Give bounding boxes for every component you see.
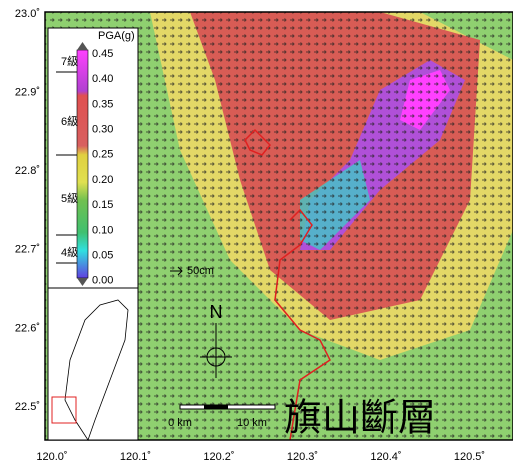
lon-label: 120.4˚ bbox=[370, 451, 401, 463]
colorbar bbox=[76, 49, 89, 279]
intensity-label: 5級 bbox=[61, 192, 78, 205]
north-label: N bbox=[210, 302, 223, 322]
lat-label: 22.9˚ bbox=[15, 87, 40, 99]
lat-label: 22.8˚ bbox=[15, 165, 40, 177]
scale-bar-seg bbox=[204, 405, 228, 409]
lon-label: 120.1˚ bbox=[120, 451, 151, 463]
lat-label: 22.5˚ bbox=[15, 401, 40, 413]
legend-box bbox=[47, 27, 139, 289]
colorbar-tick: 0.45 bbox=[92, 48, 113, 60]
intensity-label: 4級 bbox=[61, 246, 78, 259]
colorbar-tick: 0.15 bbox=[92, 199, 113, 211]
map-frame bbox=[44, 11, 513, 441]
lon-label: 120.5˚ bbox=[454, 451, 485, 463]
lon-label: 120.0˚ bbox=[36, 451, 67, 463]
lat-label: 22.7˚ bbox=[15, 244, 40, 256]
north-arrow bbox=[200, 323, 232, 378]
lon-label: 120.3˚ bbox=[287, 451, 318, 463]
legend-title: PGA(g) bbox=[98, 30, 135, 42]
scale-label: 10 km bbox=[237, 417, 267, 429]
colorbar-tick: 0.00 bbox=[92, 275, 113, 287]
colorbar-tick: 0.35 bbox=[92, 98, 113, 110]
lon-label: 120.2˚ bbox=[203, 451, 234, 463]
intensity-label: 7級 bbox=[61, 55, 78, 68]
map-title: 旗山斷層 bbox=[284, 396, 436, 440]
colorbar-tick: 0.05 bbox=[92, 250, 113, 262]
colorbar-tick: 0.25 bbox=[92, 149, 113, 161]
compass bbox=[206, 347, 226, 367]
lat-label: 23.0˚ bbox=[15, 8, 40, 20]
colorbar-tick: 0.20 bbox=[92, 174, 113, 186]
inset-box bbox=[47, 287, 139, 441]
intensity-label: 6級 bbox=[61, 115, 78, 128]
colorbar-tick: 0.30 bbox=[92, 124, 113, 136]
arrow-scale-icon bbox=[170, 266, 183, 276]
colorbar-tick: 0.40 bbox=[92, 73, 113, 85]
inset-locator bbox=[51, 396, 77, 424]
scale-label: 0 km bbox=[168, 417, 192, 429]
colorbar-tick: 0.10 bbox=[92, 224, 113, 236]
lat-label: 22.6˚ bbox=[15, 322, 40, 334]
inset-taiwan bbox=[64, 299, 129, 441]
arrow-scale: 50cm bbox=[187, 265, 214, 277]
